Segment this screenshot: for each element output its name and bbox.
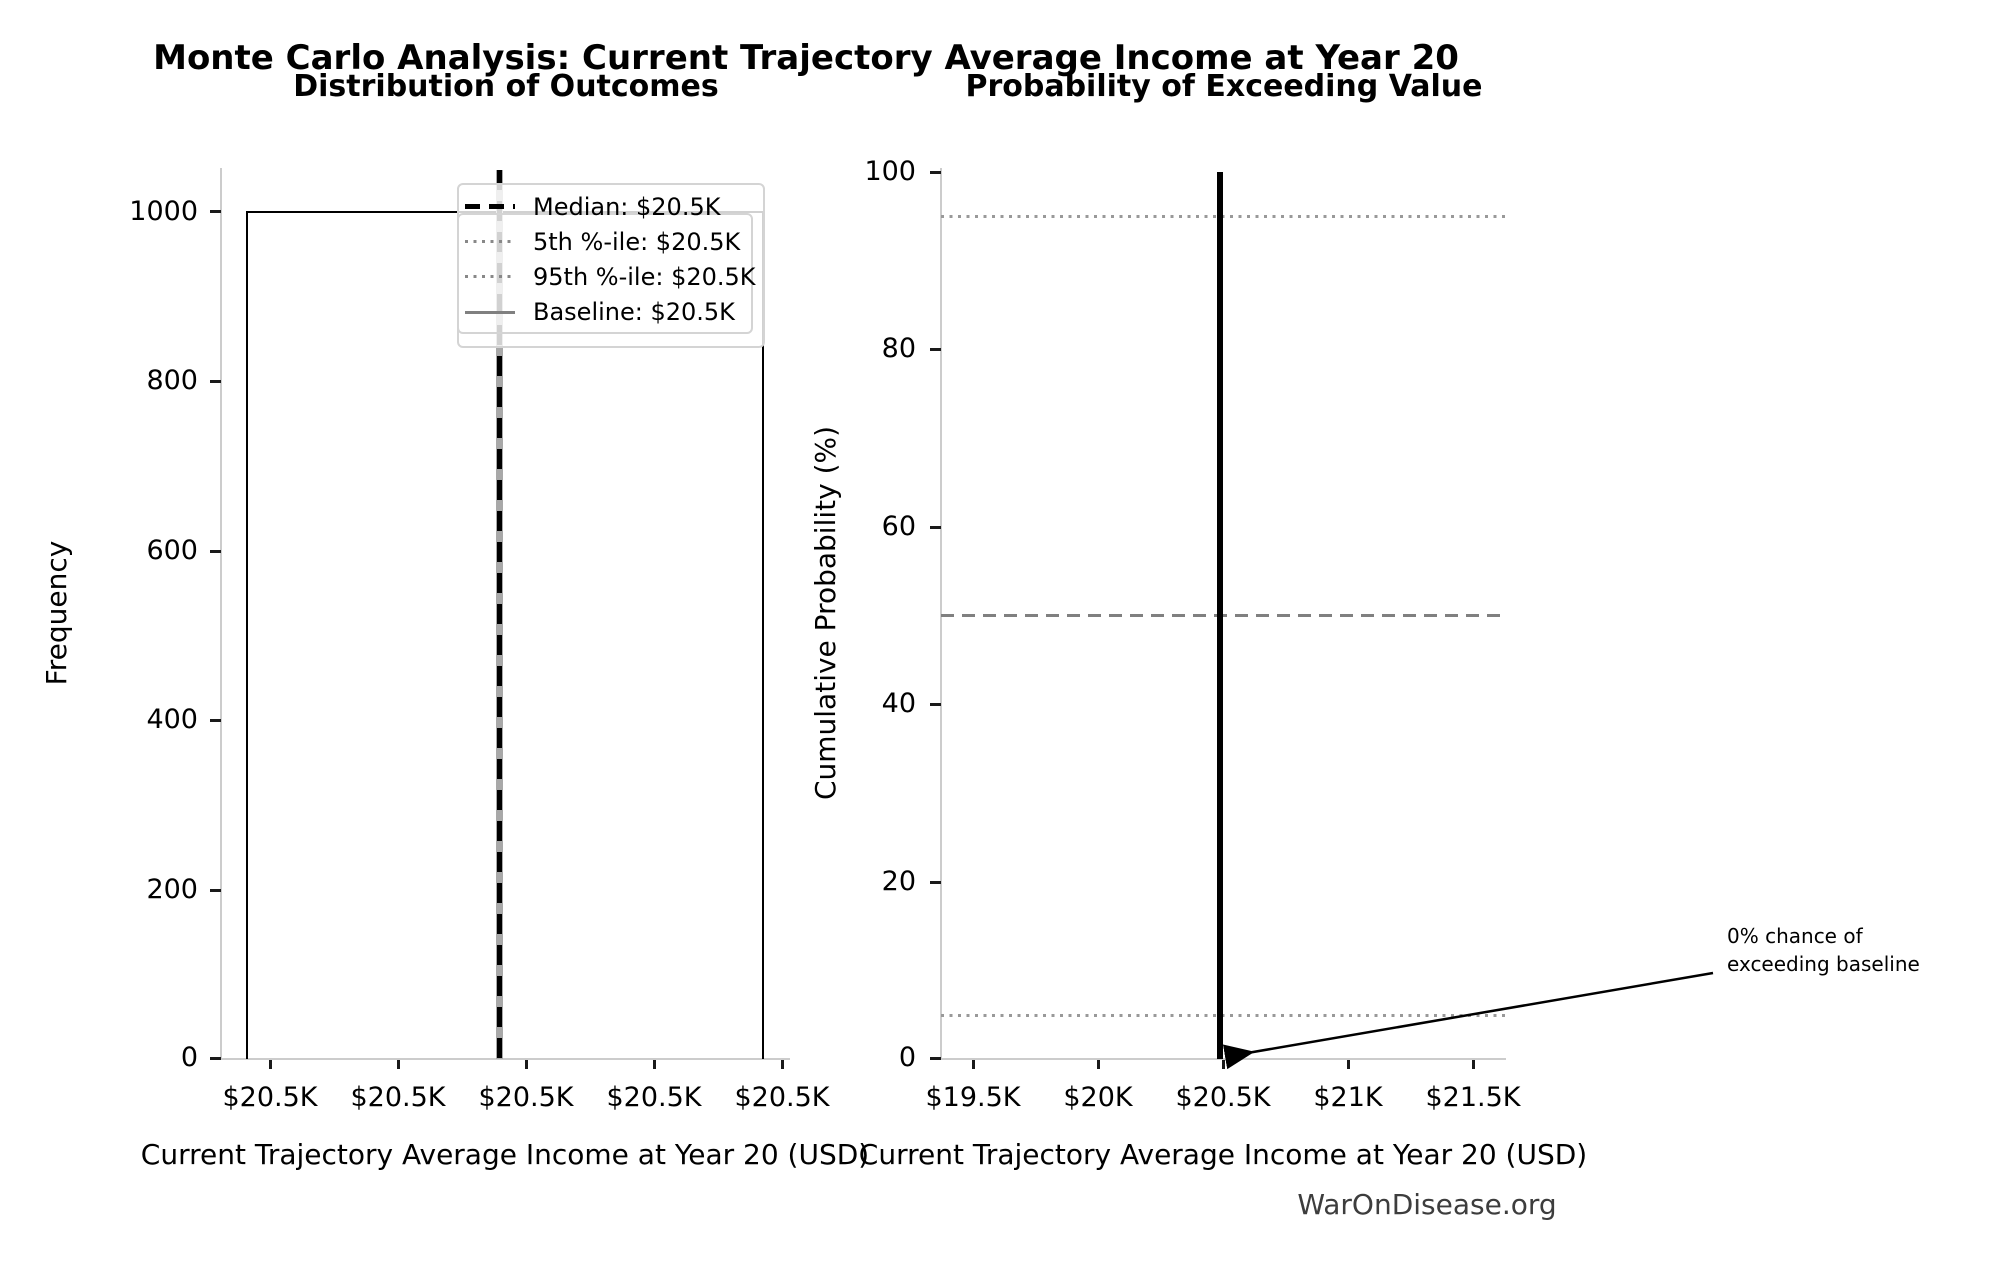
median-line (497, 170, 502, 1059)
legend-label: 95th %-ile: $20.5K (533, 263, 756, 291)
tick-mark (1097, 1060, 1100, 1069)
right-x-axis-label: Current Trajectory Average Income at Yea… (858, 1138, 1588, 1171)
y-tick-label: 200 (146, 874, 198, 905)
tick-mark (930, 526, 941, 529)
tick-mark (1347, 1060, 1350, 1069)
y-tick-label: 400 (146, 704, 198, 735)
legend-swatch-dotted-line-icon (465, 275, 515, 278)
y-tick-label: 60 (881, 511, 916, 542)
annotation-text: 0% chance of exceeding baseline (1727, 924, 1920, 976)
legend-swatch-dotted-line-icon (465, 240, 515, 243)
watermark: WarOnDisease.org (1297, 1188, 1557, 1221)
legend-frame-inner (457, 213, 753, 334)
tick-mark (930, 1057, 941, 1060)
tick-mark (210, 210, 221, 213)
x-tick-label: $19.5K (925, 1082, 1021, 1113)
y-tick-label: 1000 (129, 196, 198, 227)
tick-mark (930, 171, 941, 174)
y-tick-label: 40 (881, 688, 916, 719)
x-tick-label: $20.5K (606, 1082, 702, 1113)
legend-frame-outer (457, 183, 765, 348)
tick-mark (1472, 1060, 1475, 1069)
x-tick-label: $20.5K (222, 1082, 318, 1113)
y-tick-label: 0 (898, 1042, 916, 1073)
right-chart-title: Probability of Exceeding Value (965, 69, 1483, 104)
tick-mark (781, 1060, 784, 1069)
x-tick-label: $20K (1063, 1082, 1133, 1113)
left-chart-x-spine (220, 1058, 790, 1060)
tick-mark (972, 1060, 975, 1069)
y-tick-label: 80 (881, 333, 916, 364)
y-tick-label: 800 (146, 365, 198, 396)
percentile-5-line (941, 1014, 1505, 1017)
y-tick-label: 100 (864, 156, 916, 187)
percentile-95-line (941, 215, 1505, 218)
y-tick-label: 20 (881, 866, 916, 897)
left-chart-title: Distribution of Outcomes (293, 69, 719, 104)
left-y-axis-label: Frequency (40, 540, 73, 686)
right-y-axis-label: Cumulative Probability (%) (809, 425, 842, 801)
legend-label: 5th %-ile: $20.5K (533, 228, 741, 256)
left-x-axis-label: Current Trajectory Average Income at Yea… (140, 1138, 870, 1171)
tick-mark (930, 703, 941, 706)
y-tick-label: 0 (180, 1042, 198, 1073)
tick-mark (397, 1060, 400, 1069)
x-tick-label: $21K (1313, 1082, 1383, 1113)
legend-label: Baseline: $20.5K (533, 298, 735, 326)
x-tick-label: $20.5K (734, 1082, 830, 1113)
probability-drop-line (1217, 172, 1223, 1059)
tick-mark (210, 550, 221, 553)
tick-mark (930, 881, 941, 884)
tick-mark (653, 1060, 656, 1069)
tick-mark (210, 889, 221, 892)
tick-mark (210, 380, 221, 383)
x-tick-label: $20.5K (350, 1082, 446, 1113)
y-tick-label: 600 (146, 535, 198, 566)
tick-mark (210, 719, 221, 722)
figure-title: Monte Carlo Analysis: Current Trajectory… (153, 38, 1459, 78)
x-tick-label: $20.5K (1175, 1082, 1271, 1113)
tick-mark (525, 1060, 528, 1069)
legend-label: Median: $20.5K (533, 193, 721, 221)
tick-mark (269, 1060, 272, 1069)
tick-mark (930, 348, 941, 351)
legend-swatch-solid-line-icon (465, 311, 515, 314)
x-tick-label: $20.5K (478, 1082, 574, 1113)
legend-swatch-dashed-line-icon (465, 204, 515, 209)
left-chart-y-spine (220, 168, 222, 1060)
median-50-line (941, 614, 1505, 617)
tick-mark (210, 1057, 221, 1060)
annotation-arrow-icon (1222, 971, 1714, 1070)
x-tick-label: $21.5K (1425, 1082, 1521, 1113)
